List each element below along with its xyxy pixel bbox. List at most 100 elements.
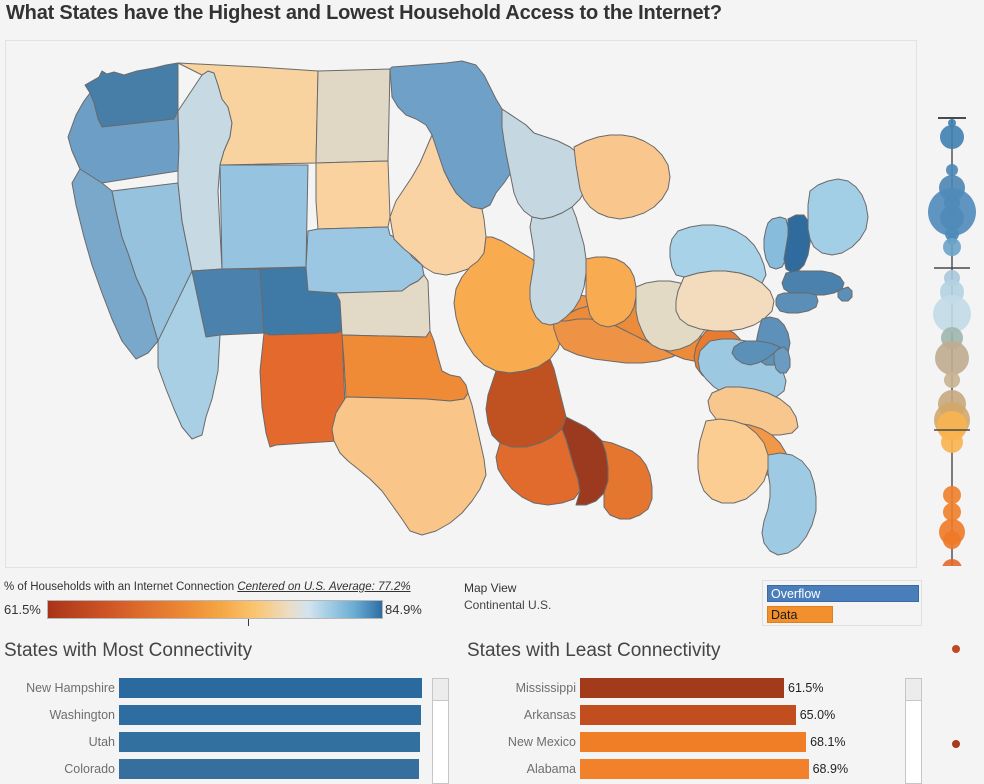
map-state-ia[interactable]: Iowa 75%	[389, 134, 487, 276]
bar-track	[119, 759, 422, 779]
boxplot-point-23	[943, 531, 961, 549]
least-scrollbar[interactable]	[905, 678, 922, 784]
bar-fill[interactable]	[580, 732, 807, 752]
bar-row[interactable]: Colorado	[0, 759, 460, 779]
boxplot-panel[interactable]	[920, 40, 984, 568]
map-state-ct[interactable]: Connecticut 82.3%	[775, 292, 819, 314]
map-state-de[interactable]: Delaware 81%	[773, 346, 791, 374]
ramp-min-label: 61.5%	[4, 602, 41, 617]
ramp-max-label: 84.9%	[385, 602, 422, 617]
bar-row-label: Utah	[88, 735, 115, 749]
map-view-value[interactable]: Continental U.S.	[464, 598, 552, 612]
bar-fill[interactable]	[580, 678, 784, 698]
map-state-il[interactable]: Illinois 77.9%	[529, 206, 587, 326]
bar-fill[interactable]	[580, 705, 796, 725]
map-state-ks[interactable]: Kansas 76.6%	[335, 274, 431, 338]
bar-value-label: 61.5%	[788, 681, 824, 695]
bar-row-label: New Hampshire	[26, 681, 115, 695]
boxplot-point-21	[943, 503, 961, 521]
bar-row-label: New Mexico	[507, 735, 576, 749]
bar-value-label: 68.9%	[812, 762, 849, 776]
most-connectivity-rows: New HampshireWashingtonUtahColoradoMassa…	[0, 678, 460, 784]
ramp-center-tick	[248, 619, 249, 626]
map-state-ma[interactable]: Massachusetts 83.4%	[781, 270, 845, 296]
boxplot-point-19	[941, 431, 963, 453]
map-state-fl[interactable]: Florida 79.2%	[761, 452, 817, 556]
us-choropleth-map[interactable]: Washington 84.5%Oregon 81.5%California 8…	[6, 41, 916, 567]
bar-row[interactable]: New Mexico 68.1%	[463, 732, 923, 752]
boxplot-point-14	[935, 341, 969, 375]
boxplot-point-9	[943, 238, 961, 256]
map-state-ok[interactable]: Oklahoma 72.3%	[341, 330, 469, 402]
bar-row-label: Washington	[49, 708, 115, 722]
edge-dot-0	[952, 645, 960, 653]
map-state-al[interactable]: Alabama 68.9%	[601, 440, 653, 520]
map-state-vt[interactable]: Vermont 80.6%	[763, 216, 789, 270]
map-state-wi[interactable]: Wisconsin 78%	[501, 108, 589, 220]
bar-value-label: 65.0%	[799, 708, 836, 722]
boxplot-point-15	[944, 372, 960, 388]
map-state-ny[interactable]: New York 79.8%	[669, 224, 767, 284]
scrollbar-thumb[interactable]	[906, 679, 921, 701]
bar-row[interactable]: Alabama 68.9%	[463, 759, 923, 779]
map-state-ri[interactable]: Rhode Island 82.2%	[837, 286, 853, 302]
map-state-nm[interactable]: New Mexico 68.1%	[259, 330, 347, 448]
legend-title: % of Households with an Internet Connect…	[4, 581, 411, 593]
least-connectivity-title: States with Least Connectivity	[467, 640, 721, 661]
boxplot-point-24	[942, 559, 962, 568]
map-state-ar[interactable]: Arkansas 65%	[485, 358, 567, 448]
filter-item-overflow[interactable]: Overflow	[767, 585, 919, 602]
bar-row[interactable]: Utah	[0, 732, 460, 752]
bar-row-label: Alabama	[526, 762, 576, 776]
least-connectivity-panel: States with Least Connectivity Mississip…	[463, 640, 923, 784]
legend-center-note: Centered on U.S. Average: 77.2%	[237, 581, 411, 593]
legend-measure-label: % of Households with an Internet Connect…	[4, 581, 235, 593]
bar-row-label: Colorado	[64, 762, 115, 776]
map-state-me[interactable]: Maine 79.7%	[807, 178, 869, 256]
least-connectivity-rows: Mississippi 61.5% Arkansas 65.0% New Mexico 6…	[463, 678, 923, 784]
edge-dot-1	[952, 740, 960, 748]
bar-track	[119, 705, 422, 725]
bar-row[interactable]: Mississippi 61.5%	[463, 678, 923, 698]
boxplot-point-20	[943, 486, 961, 504]
bar-row[interactable]: Arkansas 65.0%	[463, 705, 923, 725]
bar-track	[119, 678, 422, 698]
ramp-gradient	[47, 600, 383, 619]
map-state-md[interactable]: Maryland 82.1%	[731, 340, 781, 366]
color-ramp-legend[interactable]: 61.5% 84.9%	[4, 600, 424, 626]
bar-fill[interactable]	[119, 678, 422, 698]
map-state-in[interactable]: Indiana 73.5%	[585, 256, 637, 328]
bar-track	[580, 759, 810, 779]
map-panel[interactable]: Washington 84.5%Oregon 81.5%California 8…	[5, 40, 917, 568]
map-state-wy[interactable]: Wyoming 79.4%	[219, 164, 309, 270]
map-state-nh[interactable]: New Hampshire 84.9%	[783, 214, 811, 274]
bar-fill[interactable]	[119, 759, 420, 779]
map-state-mn[interactable]: Minnesota 81%	[389, 60, 535, 210]
bar-fill[interactable]	[580, 759, 809, 779]
scrollbar-thumb[interactable]	[433, 679, 448, 701]
bar-track	[580, 678, 810, 698]
map-state-sd[interactable]: South Dakota 74.1%	[315, 160, 391, 230]
bar-fill[interactable]	[119, 732, 421, 752]
boxplot-point-0	[948, 119, 956, 127]
map-state-nd[interactable]: North Dakota 76.7%	[315, 68, 391, 164]
most-connectivity-panel: States with Most Connectivity New Hampsh…	[0, 640, 460, 784]
filter-item-data[interactable]: Data	[767, 606, 833, 623]
bar-row[interactable]: Washington	[0, 705, 460, 725]
map-state-ga[interactable]: Georgia 75.2%	[697, 418, 769, 504]
bar-row[interactable]: New Hampshire	[0, 678, 460, 698]
distribution-boxplot[interactable]	[920, 40, 984, 568]
map-state-az[interactable]: Arizona 78.6%	[157, 270, 221, 440]
filter-legend-box[interactable]: Overflow Data	[762, 580, 922, 626]
most-scrollbar[interactable]	[432, 678, 449, 784]
map-state-mi[interactable]: Michigan 74.3%	[573, 134, 671, 220]
page-title: What States have the Highest and Lowest …	[6, 2, 722, 24]
bar-fill[interactable]	[119, 705, 422, 725]
bar-row-label: Mississippi	[515, 681, 576, 695]
map-state-tx[interactable]: Texas 74.5%	[331, 392, 487, 536]
legend-row: % of Households with an Internet Connect…	[0, 578, 984, 630]
bar-value-label: 68.1%	[810, 735, 846, 749]
map-state-mt[interactable]: Montana 74.2%	[177, 62, 319, 166]
map-state-wa[interactable]: Washington 84.5%	[84, 62, 179, 128]
